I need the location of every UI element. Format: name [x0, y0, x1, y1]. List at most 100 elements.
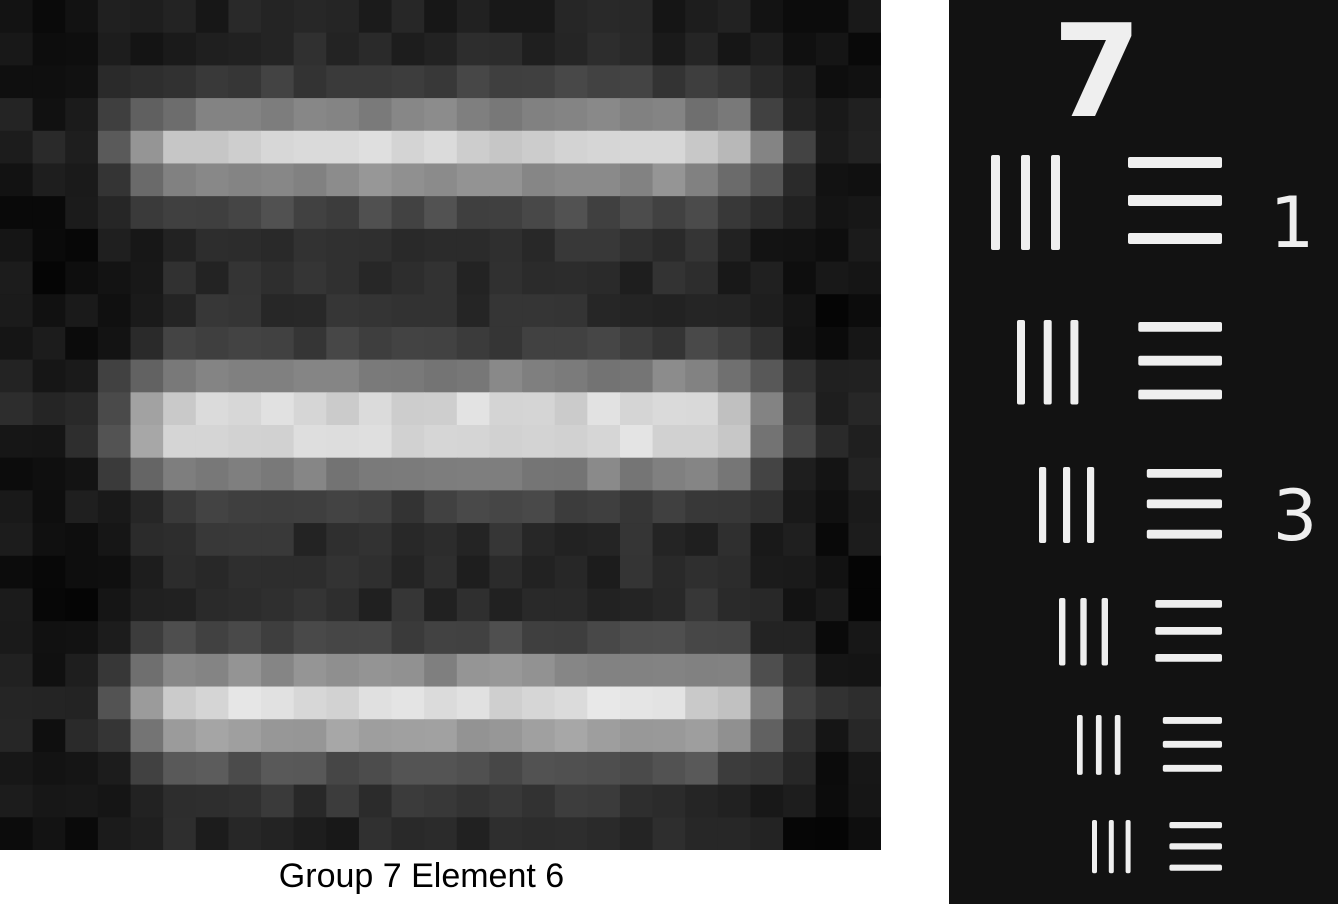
image-pixel — [261, 32, 295, 66]
image-pixel — [848, 751, 881, 786]
image-pixel — [489, 261, 523, 295]
image-pixel — [750, 751, 784, 786]
image-pixel — [0, 425, 34, 459]
image-pixel — [65, 130, 99, 165]
image-pixel — [0, 392, 34, 426]
image-pixel — [228, 686, 262, 720]
image-pixel — [815, 294, 849, 328]
image-pixel — [195, 457, 230, 491]
image-pixel — [326, 588, 360, 622]
image-pixel — [326, 523, 360, 557]
image-pixel — [848, 784, 881, 818]
image-pixel — [652, 751, 686, 786]
image-pixel — [0, 588, 34, 622]
horizontal-bar — [1169, 822, 1222, 829]
image-pixel — [130, 555, 164, 590]
image-pixel — [32, 653, 66, 688]
image-pixel — [783, 653, 817, 688]
image-pixel — [783, 751, 817, 786]
image-pixel — [163, 817, 197, 850]
image-pixel — [815, 359, 849, 393]
image-pixel — [326, 228, 360, 263]
image-pixel — [848, 359, 881, 393]
image-pixel — [717, 261, 752, 295]
image-pixel — [522, 719, 556, 753]
image-pixel — [554, 751, 588, 786]
image-pixel — [293, 32, 327, 66]
image-pixel — [717, 490, 752, 524]
image-pixel — [717, 719, 752, 753]
image-pixel — [685, 490, 719, 524]
image-pixel — [619, 0, 654, 34]
image-pixel — [522, 261, 556, 295]
image-pixel — [391, 294, 425, 328]
image-pixel — [456, 425, 491, 459]
image-pixel — [261, 261, 295, 295]
image-pixel — [717, 523, 752, 557]
image-pixel — [554, 621, 588, 655]
image-pixel — [848, 588, 881, 622]
image-pixel — [522, 294, 556, 328]
image-pixel — [456, 326, 491, 361]
image-pixel — [652, 653, 686, 688]
image-pixel — [717, 98, 752, 132]
image-pixel — [65, 425, 99, 459]
image-pixel — [163, 457, 197, 491]
image-pixel — [456, 32, 491, 66]
image-pixel — [456, 490, 491, 524]
image-pixel — [65, 261, 99, 295]
image-pixel — [130, 653, 164, 688]
image-pixel — [65, 294, 99, 328]
image-pixel — [358, 359, 393, 393]
image-pixel — [261, 457, 295, 491]
image-pixel — [456, 65, 491, 99]
image-pixel — [65, 0, 99, 34]
image-pixel — [750, 653, 784, 688]
image-pixel — [522, 457, 556, 491]
image-pixel — [65, 359, 99, 393]
image-pixel — [261, 294, 295, 328]
image-pixel — [195, 326, 230, 361]
image-pixel — [554, 523, 588, 557]
image-pixel — [456, 523, 491, 557]
image-pixel — [815, 0, 849, 34]
image-pixel — [358, 294, 393, 328]
image-pixel — [424, 359, 458, 393]
image-pixel — [652, 686, 686, 720]
image-pixel — [130, 0, 164, 34]
image-pixel — [489, 98, 523, 132]
image-pixel — [293, 0, 327, 34]
image-pixel — [685, 196, 719, 230]
image-pixel — [163, 163, 197, 197]
horizontal-bar — [1138, 355, 1222, 366]
image-pixel — [391, 555, 425, 590]
image-pixel — [326, 98, 360, 132]
image-pixel — [717, 653, 752, 688]
image-pixel — [717, 457, 752, 491]
image-pixel — [228, 588, 262, 622]
image-pixel — [424, 130, 458, 165]
image-pixel — [97, 163, 132, 197]
image-pixel — [163, 65, 197, 99]
image-pixel — [358, 0, 393, 34]
image-pixel — [391, 523, 425, 557]
image-pixel — [32, 490, 66, 524]
image-pixel — [456, 751, 491, 786]
image-pixel — [358, 98, 393, 132]
image-pixel — [717, 130, 752, 165]
image-pixel — [750, 0, 784, 34]
image-pixel — [717, 784, 752, 818]
image-pixel — [261, 686, 295, 720]
image-pixel — [358, 588, 393, 622]
image-pixel — [619, 555, 654, 590]
image-pixel — [554, 719, 588, 753]
image-pixel — [97, 588, 132, 622]
image-pixel — [783, 98, 817, 132]
image-pixel — [424, 653, 458, 688]
image-pixel — [358, 163, 393, 197]
image-pixel — [587, 719, 621, 753]
image-pixel — [391, 0, 425, 34]
image-pixel — [326, 392, 360, 426]
image-pixel — [750, 523, 784, 557]
image-pixel — [815, 65, 849, 99]
